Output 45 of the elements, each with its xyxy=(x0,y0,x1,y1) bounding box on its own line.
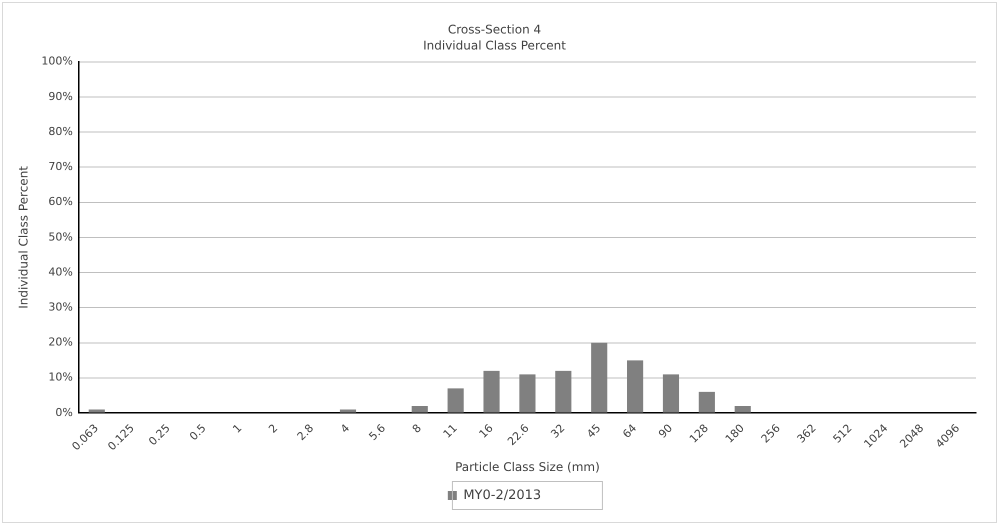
x-tick-label: 11 xyxy=(440,422,460,441)
bar xyxy=(662,374,680,412)
bar xyxy=(519,374,536,412)
x-tick-label: 128 xyxy=(686,422,711,446)
chart-title: Cross-Section 4 xyxy=(448,22,542,36)
x-tick-label: 64 xyxy=(620,422,640,441)
legend-label: MY0-2/2013 xyxy=(463,488,542,503)
y-tick-label: 90% xyxy=(48,90,73,103)
x-tick-label: 8 xyxy=(410,422,424,436)
y-tick-label: 80% xyxy=(48,124,73,138)
x-tick-label: 90 xyxy=(656,422,676,441)
bar xyxy=(734,406,751,412)
x-tick-label: 2.8 xyxy=(294,422,316,444)
x-tick-label: 362 xyxy=(794,422,819,446)
x-tick-label: 512 xyxy=(830,422,855,446)
x-tick-label: 4 xyxy=(338,422,352,436)
y-tick-label: 0% xyxy=(55,406,73,419)
x-axis-title: Particle Class Size (mm) xyxy=(455,460,600,474)
y-tick-label: 10% xyxy=(48,370,73,384)
bar xyxy=(412,406,428,412)
bar xyxy=(555,370,572,412)
x-tick-label: 45 xyxy=(584,422,604,441)
y-axis-title: Individual Class Percent xyxy=(16,166,30,309)
bar xyxy=(698,392,715,412)
bar xyxy=(627,360,644,412)
chart-subtitle: Individual Class Percent xyxy=(423,38,566,53)
y-tick-label: 30% xyxy=(48,300,73,314)
x-tick-label: 2 xyxy=(266,422,280,436)
x-tick-label: 32 xyxy=(548,422,568,441)
y-tick-label: 20% xyxy=(48,336,73,349)
x-tick-label: 5.6 xyxy=(366,422,388,444)
x-tick-label: 180 xyxy=(722,422,747,446)
y-tick-label: 40% xyxy=(48,265,73,278)
y-tick-label: 100% xyxy=(41,54,73,68)
x-tick-label: 16 xyxy=(476,422,496,441)
bar xyxy=(88,409,105,412)
bar xyxy=(591,342,608,412)
bar xyxy=(340,409,356,412)
bar xyxy=(483,370,500,412)
y-tick-label: 50% xyxy=(48,230,73,244)
x-tick-label: 0.5 xyxy=(187,422,209,444)
y-tick-label: 70% xyxy=(48,160,73,174)
x-tick-label: 1 xyxy=(230,422,244,436)
y-tick-label: 60% xyxy=(48,195,73,208)
bar xyxy=(448,388,464,412)
